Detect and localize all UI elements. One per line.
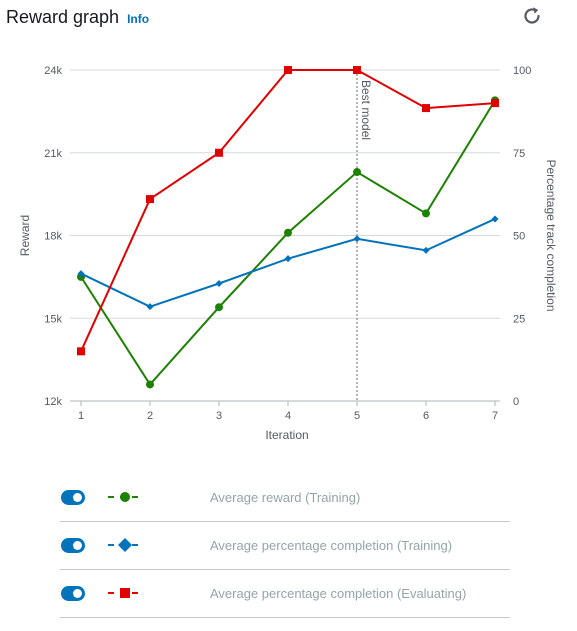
data-point: [215, 148, 223, 157]
y-tick-label-right: 75: [513, 148, 525, 160]
y-axis-title-right: Percentage track completion: [544, 159, 558, 311]
data-point: [353, 168, 361, 177]
toggle-reward-training[interactable]: [61, 490, 85, 505]
toggle-completion-training[interactable]: [61, 538, 85, 553]
y-tick-label-left: 12k: [44, 396, 62, 408]
y-tick-label-right: 0: [513, 396, 519, 408]
data-point: [353, 66, 361, 74]
y-tick-label-left: 24k: [44, 65, 62, 77]
legend-label-completion-evaluating: Average percentage completion (Evaluatin…: [210, 586, 467, 601]
header: Reward graph Info: [6, 2, 149, 32]
legend-marker-diamond: [108, 538, 142, 552]
data-point: [146, 195, 154, 204]
y-tick-label-right: 25: [513, 313, 525, 325]
x-tick-label: 3: [216, 410, 222, 422]
legend-marker-circle: [108, 492, 142, 502]
reward-chart: 12k 15k 18k 21k 24k 0 25 50 75 100 1 2 3 4 5 6 7 Iteratio…: [18, 65, 558, 442]
y-tick-label-left: 18k: [44, 231, 62, 243]
legend: Average reward (Training) Average percen…: [60, 474, 510, 618]
x-tick-label: 5: [354, 410, 360, 422]
toggle-completion-evaluating[interactable]: [61, 586, 85, 601]
y-axis-title-left: Reward: [18, 215, 32, 256]
data-point: [353, 235, 361, 243]
info-link[interactable]: Info: [127, 11, 150, 26]
legend-item-completion-training: Average percentage completion (Training): [60, 522, 510, 570]
data-point: [284, 255, 292, 263]
series-line: [80, 99, 496, 387]
toggle-knob: [73, 541, 82, 550]
toggle-knob: [73, 589, 82, 598]
legend-label-reward-training: Average reward (Training): [210, 490, 361, 505]
data-point: [284, 66, 292, 74]
series-line: [80, 69, 496, 352]
x-tick-label: 6: [423, 410, 429, 422]
data-point: [422, 246, 430, 254]
x-axis-title: Iteration: [265, 428, 308, 442]
legend-item-reward-training: Average reward (Training): [60, 474, 510, 522]
data-point: [146, 303, 154, 311]
data-point: [215, 303, 223, 312]
data-point: [491, 215, 499, 223]
data-point: [146, 380, 154, 389]
legend-item-completion-evaluating: Average percentage completion (Evaluatin…: [60, 570, 510, 618]
data-point: [215, 279, 223, 287]
toggle-knob: [73, 493, 82, 502]
data-point: [491, 99, 499, 108]
data-point: [77, 270, 85, 278]
y-tick-label-right: 50: [513, 231, 525, 243]
data-point: [422, 104, 430, 113]
data-point: [77, 347, 85, 356]
y-tick-label-left: 15k: [44, 313, 62, 325]
x-tick-label: 4: [285, 410, 291, 422]
page-title: Reward graph: [6, 6, 120, 27]
y-tick-label-right: 100: [513, 65, 531, 77]
data-point: [284, 228, 292, 237]
legend-marker-square: [108, 588, 142, 598]
data-point: [422, 209, 430, 218]
y-tick-label-left: 21k: [44, 148, 62, 160]
x-tick-label: 2: [147, 410, 153, 422]
refresh-icon[interactable]: [520, 4, 544, 28]
legend-label-completion-training: Average percentage completion (Training): [210, 538, 453, 553]
x-tick-label: 1: [78, 410, 84, 422]
annotation-label: Best model: [359, 80, 373, 140]
x-tick-label: 7: [492, 410, 498, 422]
